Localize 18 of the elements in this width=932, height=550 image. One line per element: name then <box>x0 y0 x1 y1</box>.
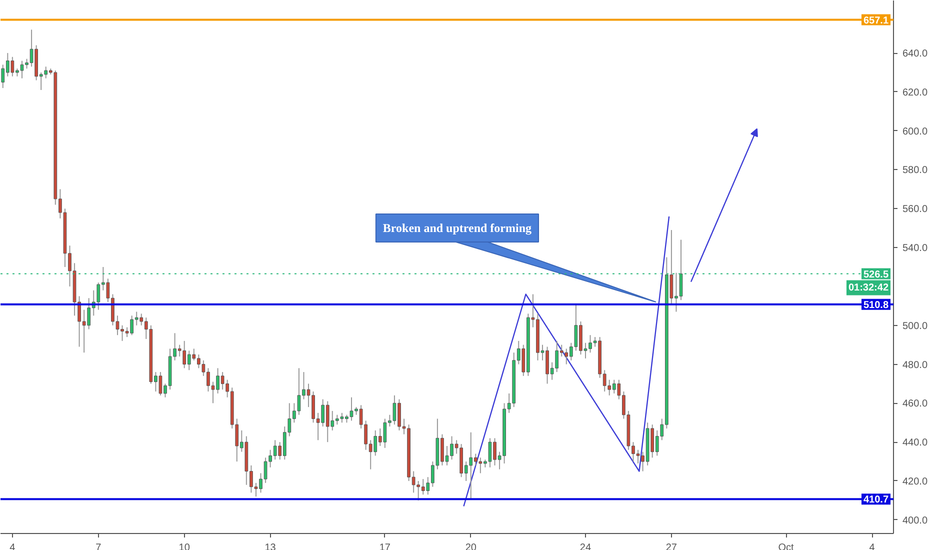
y-tick-label: 460.0 <box>902 398 928 410</box>
annotation: Broken and uptrend forming <box>382 221 532 236</box>
y-tick-label: 640.0 <box>902 48 928 60</box>
y-tick-label: 600.0 <box>902 126 928 138</box>
y-tick-label: 500.0 <box>902 320 928 332</box>
y-tick-label: 580.0 <box>902 165 928 176</box>
annotation: 01:32:42 <box>848 282 889 294</box>
y-tick-label: 540.0 <box>902 243 928 254</box>
y-tick-label: 440.0 <box>902 438 928 449</box>
ref-line-label: 510.8 <box>863 300 889 311</box>
ref-line-label: 526.5 <box>863 269 889 280</box>
ref-line-label: 410.7 <box>863 494 889 506</box>
y-tick-label: 620.0 <box>902 87 928 98</box>
y-tick-label: 420.0 <box>902 476 928 488</box>
ref-line-label: 657.1 <box>863 15 889 26</box>
y-tick-label: 400.0 <box>902 515 928 526</box>
y-tick-label: 480.0 <box>902 360 928 371</box>
y-tick-label: 560.0 <box>902 204 928 216</box>
